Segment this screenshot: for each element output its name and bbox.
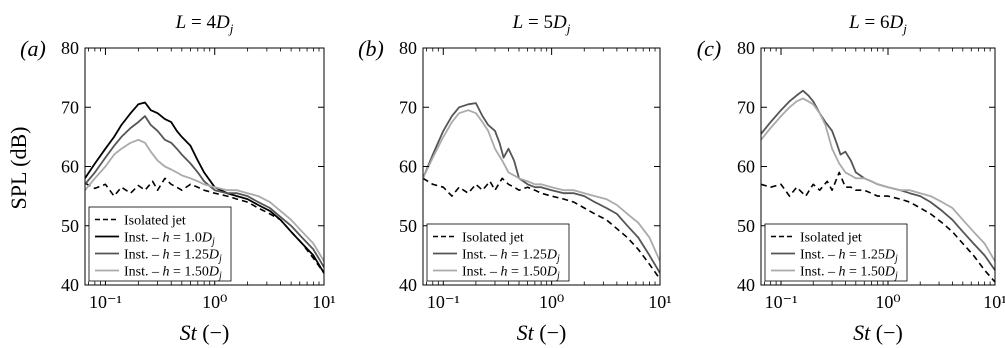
x-tick-label: 10⁰ xyxy=(875,292,900,312)
y-tick-label: 80 xyxy=(61,38,79,58)
x-tick-label: 10⁻¹ xyxy=(89,292,122,312)
y-tick-label: 70 xyxy=(737,97,755,117)
panel-1: 40 50 60 70 80 10⁻¹ 10⁰ 10¹ St (−) L = 4Dj (a) Isol… xyxy=(20,12,336,345)
y-tick-label: 60 xyxy=(399,157,417,177)
legend-entry: Inst. – h = 1.50Dj xyxy=(462,265,560,282)
y-tick-label: 40 xyxy=(399,275,417,295)
series-line-1 xyxy=(423,177,660,280)
legend-entry: Isolated jet xyxy=(800,231,862,246)
legend-entry: Inst. – h = 1.25Dj xyxy=(800,248,898,265)
panel-3: 40 50 60 70 80 10⁻¹ 10⁰ 10¹ St (−) L = 6Dj (c) Isol… xyxy=(697,12,1005,345)
y-tick-label: 70 xyxy=(399,97,417,117)
x-axis-label: St (−) xyxy=(180,320,230,345)
legend-entry: Isolated jet xyxy=(124,214,186,229)
panel-title: L = 5Dj xyxy=(512,12,571,36)
series-line-4 xyxy=(85,138,324,262)
y-tick-label: 50 xyxy=(737,216,755,236)
series-line-2 xyxy=(85,101,324,274)
panel-title: L = 6Dj xyxy=(848,12,907,36)
shared-y-axis-label: SPL (dB) xyxy=(6,127,31,210)
x-axis-label: St (−) xyxy=(517,320,567,345)
y-tick-label: 80 xyxy=(399,38,417,58)
legend-box xyxy=(764,223,908,282)
series-line-3 xyxy=(423,109,660,262)
x-tick-label: 10⁰ xyxy=(202,292,227,312)
series-line-2 xyxy=(761,89,995,271)
legend-entry: Inst. – h = 1.25Dj xyxy=(124,248,222,265)
x-tick-label: 10⁰ xyxy=(539,292,564,312)
y-tick-label: 60 xyxy=(737,157,755,177)
legend-entry: Inst. – h = 1.50Dj xyxy=(124,265,222,282)
y-tick-label: 80 xyxy=(737,38,755,58)
x-tick-label: 10¹ xyxy=(312,292,335,312)
legend-entry: Isolated jet xyxy=(462,231,524,246)
series-line-3 xyxy=(85,115,324,268)
y-tick-label: 60 xyxy=(61,157,79,177)
legend-entry: Inst. – h = 1.0Dj xyxy=(124,231,215,248)
y-tick-label: 50 xyxy=(399,216,417,236)
x-axis-label: St (−) xyxy=(853,320,903,345)
x-tick-label: 10¹ xyxy=(983,292,1005,312)
x-tick-label: 10⁻¹ xyxy=(427,292,460,312)
x-tick-label: 10¹ xyxy=(648,292,671,312)
panel-label: (b) xyxy=(358,36,384,61)
panel-title: L = 4Dj xyxy=(175,12,234,36)
legend-entry: Inst. – h = 1.50Dj xyxy=(800,265,898,282)
panel-label: (a) xyxy=(20,36,46,61)
panel-2: 40 50 60 70 80 10⁻¹ 10⁰ 10¹ St (−) L = 5Dj (b) Isol… xyxy=(358,12,672,345)
y-tick-label: 40 xyxy=(737,275,755,295)
legend-entry: Inst. – h = 1.25Dj xyxy=(462,248,560,265)
legend-box xyxy=(426,223,570,282)
y-tick-label: 50 xyxy=(61,216,79,236)
series-line-1 xyxy=(85,177,324,274)
y-tick-label: 70 xyxy=(61,97,79,117)
panel-label: (c) xyxy=(697,36,721,61)
y-tick-label: 40 xyxy=(61,275,79,295)
series-line-1 xyxy=(761,171,995,283)
x-tick-label: 10⁻¹ xyxy=(765,292,798,312)
series-line-3 xyxy=(761,97,995,262)
